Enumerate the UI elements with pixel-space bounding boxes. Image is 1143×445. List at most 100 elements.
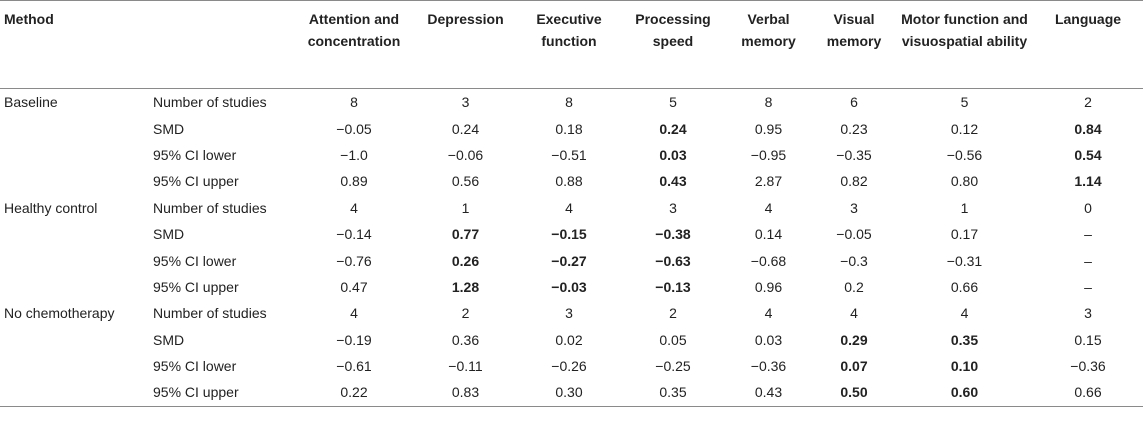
table-row: 95% CI lower −1.0 −0.06 −0.51 0.03 −0.95 −0.35… [0, 142, 1143, 168]
value-cell: 2 [461, 305, 470, 322]
value-cell: – [1084, 226, 1092, 243]
value-cell: 4 [350, 305, 358, 322]
value-cell: −0.26 [551, 358, 587, 375]
stat-label: Number of studies [153, 94, 267, 111]
value-cell: 5 [960, 94, 969, 111]
method-cell-empty [0, 221, 148, 247]
value-cell: 0.10 [950, 358, 979, 375]
table-row: SMD −0.14 0.77 −0.15 −0.38 0.14 −0.05 0.17 – [0, 221, 1143, 247]
value-cell: −0.35 [836, 146, 872, 163]
stat-label: Number of studies [153, 199, 267, 216]
stat-label: 95% CI lower [153, 252, 237, 269]
value-cell: 4 [850, 305, 858, 322]
value-cell: 3 [565, 305, 573, 322]
header-verbal-memory: Verbal memory [741, 11, 796, 49]
value-cell: 0.03 [754, 331, 783, 348]
stat-label: 95% CI lower [153, 146, 237, 163]
value-cell: 8 [350, 94, 358, 111]
stat-label: Number of studies [153, 305, 267, 322]
value-cell: −0.25 [655, 358, 691, 375]
value-cell: −0.56 [946, 146, 983, 163]
value-cell: – [1084, 278, 1092, 295]
value-cell: 0.77 [451, 226, 480, 243]
value-cell: 4 [764, 305, 773, 322]
value-cell: 0.35 [950, 331, 979, 348]
table-body: Baseline Number of studies 8 3 8 5 8 6 5 2 SMD −0.0… [0, 89, 1143, 407]
value-cell: −0.19 [336, 331, 372, 348]
value-cell: 0.07 [840, 358, 868, 375]
value-cell: −0.38 [655, 226, 691, 243]
value-cell: 3 [461, 94, 470, 111]
value-cell: 3 [1084, 305, 1092, 322]
table-row: 95% CI lower −0.61 −0.11 −0.26 −0.25 −0.36 0.0… [0, 353, 1143, 379]
header-method: Method [4, 11, 54, 27]
method-cell-empty [0, 142, 148, 168]
value-cell: 0.84 [1074, 120, 1102, 137]
value-cell: 0.82 [840, 173, 868, 190]
value-cell: 0.47 [340, 278, 368, 295]
value-cell: −0.36 [750, 358, 787, 375]
header-executive-function: Executive function [536, 11, 602, 49]
value-cell: 0.03 [659, 146, 687, 163]
value-cell: −0.3 [840, 252, 868, 269]
value-cell: 1 [960, 199, 969, 216]
value-cell: 1 [461, 199, 470, 216]
value-cell: −0.63 [655, 252, 691, 269]
stat-label: 95% CI upper [153, 278, 239, 295]
table-row: 95% CI upper 0.22 0.83 0.30 0.35 0.43 0.50 0.60… [0, 379, 1143, 407]
value-cell: 4 [565, 199, 573, 216]
table-row: 95% CI upper 0.89 0.56 0.88 0.43 2.87 0.82 0.80… [0, 168, 1143, 194]
table-row: SMD −0.05 0.24 0.18 0.24 0.95 0.23 0.12 0.84 [0, 115, 1143, 141]
value-cell: 0.24 [451, 120, 480, 137]
method-label: No chemotherapy [4, 305, 115, 322]
header-language: Language [1054, 11, 1122, 27]
value-cell: −1.0 [340, 146, 368, 163]
method-cell-empty [0, 274, 148, 300]
value-cell: 0.35 [659, 384, 687, 401]
value-cell: 0.66 [950, 278, 979, 295]
value-cell: 0.56 [451, 173, 480, 190]
value-cell: – [1084, 252, 1092, 269]
value-cell: 0.96 [754, 278, 783, 295]
value-cell: 0.26 [451, 252, 480, 269]
stat-label: 95% CI lower [153, 358, 237, 375]
table-row: SMD −0.19 0.36 0.02 0.05 0.03 0.29 0.35 0.15 [0, 327, 1143, 353]
value-cell: 3 [850, 199, 858, 216]
method-label: Healthy control [4, 199, 98, 216]
value-cell: 0.22 [340, 384, 368, 401]
method-cell-empty [0, 168, 148, 194]
value-cell: −0.36 [1070, 358, 1106, 375]
header-row: Method Attention and concentration Depre… [0, 0, 1143, 89]
value-cell: 0.60 [950, 384, 979, 401]
value-cell: 1.28 [451, 278, 480, 295]
method-label: Baseline [4, 94, 58, 111]
value-cell: 0.89 [340, 173, 368, 190]
results-table: Method Attention and concentration Depre… [0, 0, 1143, 407]
method-cell-empty [0, 327, 148, 353]
value-cell: 0.43 [659, 173, 687, 190]
header-motor-visuospatial: Motor function and visuospatial ability [901, 11, 1028, 49]
value-cell: −0.11 [448, 358, 483, 375]
value-cell: 4 [350, 199, 358, 216]
value-cell: 0.05 [659, 331, 687, 348]
value-cell: −0.51 [551, 146, 587, 163]
value-cell: 0.43 [754, 384, 783, 401]
value-cell: 0.23 [840, 120, 868, 137]
value-cell: 1.14 [1074, 173, 1102, 190]
value-cell: 0.50 [840, 384, 868, 401]
value-cell: 4 [764, 199, 773, 216]
value-cell: −0.76 [336, 252, 372, 269]
value-cell: 8 [565, 94, 573, 111]
value-cell: 8 [764, 94, 773, 111]
value-cell: 3 [669, 199, 677, 216]
value-cell: 2 [669, 305, 677, 322]
value-cell: 0.88 [555, 173, 583, 190]
value-cell: −0.13 [655, 278, 691, 295]
value-cell: −0.61 [336, 358, 372, 375]
value-cell: 0.30 [555, 384, 583, 401]
stat-label: 95% CI upper [153, 384, 239, 401]
value-cell: 0.66 [1074, 384, 1102, 401]
header-attention: Attention and concentration [307, 11, 401, 49]
value-cell: 0 [1084, 199, 1092, 216]
value-cell: 0.83 [451, 384, 480, 401]
